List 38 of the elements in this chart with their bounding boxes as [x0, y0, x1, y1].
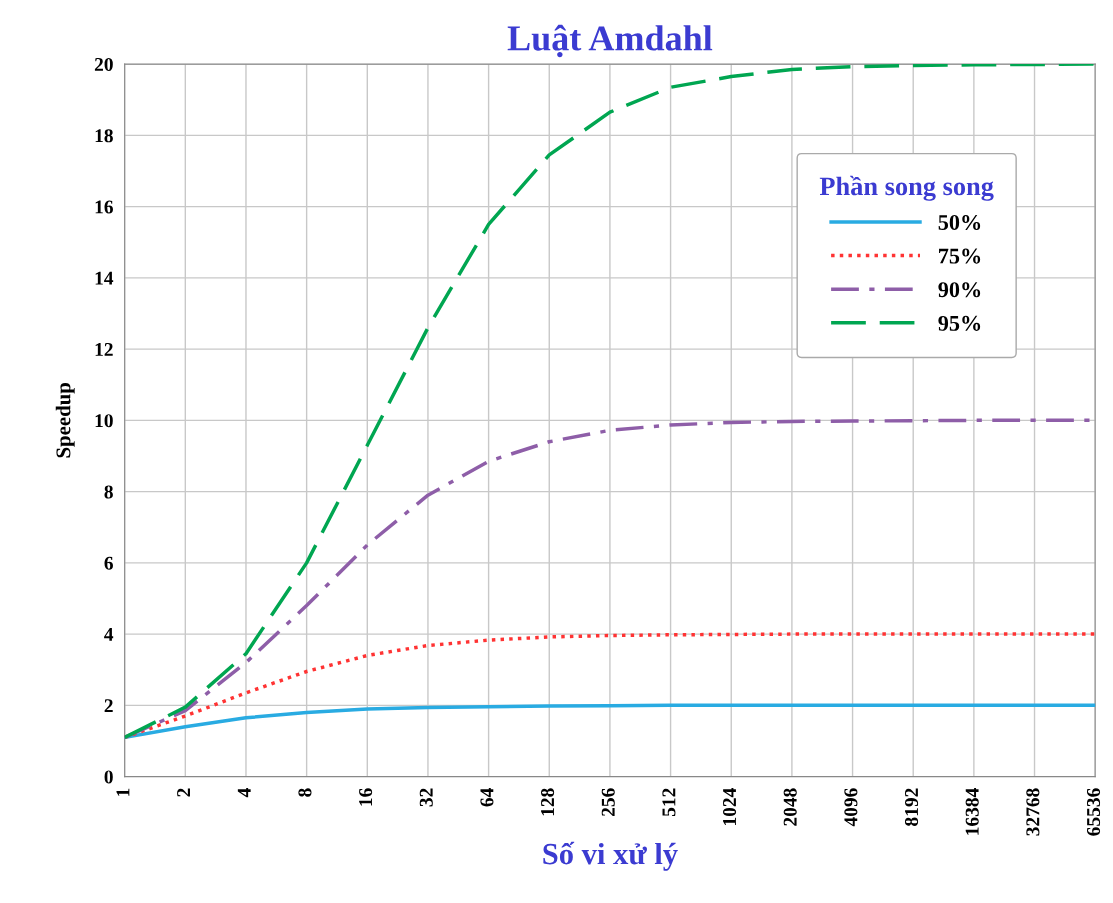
y-tick-label: 12	[95, 342, 113, 356]
y-axis-title: Speedup	[55, 382, 75, 458]
y-tick-label: 6	[104, 556, 113, 570]
y-tick-label: 16	[95, 200, 113, 214]
x-tick-label: 65536	[1086, 788, 1101, 836]
x-tick-label: 4096	[844, 788, 858, 827]
y-tick-label: 14	[95, 271, 114, 285]
x-tick-label: 8192	[904, 788, 919, 826]
legend-label: 95%	[938, 315, 981, 331]
y-tick-label: 4	[104, 628, 114, 641]
x-tick-label: 32	[419, 788, 433, 807]
x-tick-label: 2	[177, 788, 190, 797]
x-tick-label: 1	[116, 788, 130, 796]
legend-title: Phần song song	[819, 175, 994, 201]
x-tick-label: 256	[601, 788, 615, 817]
y-tick-label: 0	[104, 770, 113, 784]
x-tick-label: 2048	[783, 788, 797, 826]
y-tick-label: 2	[104, 699, 113, 713]
x-tick-label: 1024	[722, 788, 737, 826]
x-tick-label: 128	[541, 788, 555, 816]
x-tick-label: 512	[662, 788, 676, 817]
legend-label: 75%	[939, 248, 981, 264]
x-tick-label: 16	[359, 788, 373, 806]
y-tick-label: 18	[95, 129, 113, 143]
x-tick-label: 8	[298, 788, 312, 797]
x-tick-label: 4	[237, 788, 251, 798]
legend-label: 50%	[938, 214, 981, 231]
y-tick-label: 20	[94, 57, 113, 72]
chart-title: Luật Amdahl	[507, 24, 713, 58]
line-series	[124, 632, 1096, 740]
legend-label: 90%	[938, 282, 981, 298]
x-tick-label: 32768	[1026, 788, 1040, 836]
x-tick-label: 64	[480, 788, 494, 807]
line-series	[124, 703, 1096, 740]
y-tick-label: 8	[104, 485, 113, 499]
x-axis-title: Số vi xử lý	[543, 841, 678, 871]
y-tick-label: 10	[95, 414, 113, 428]
x-tick-label: 16384	[965, 788, 979, 835]
